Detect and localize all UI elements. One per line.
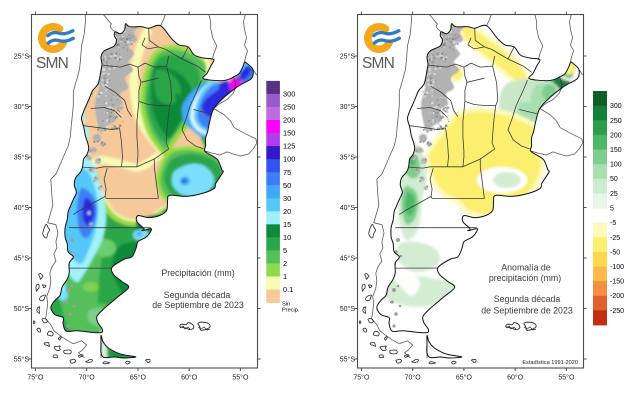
svg-text:Estadística 1991-2020: Estadística 1991-2020: [522, 360, 578, 366]
svg-text:25: 25: [610, 191, 618, 198]
svg-text:-250: -250: [610, 308, 624, 315]
svg-text:20: 20: [283, 207, 291, 216]
svg-text:30°S: 30°S: [14, 103, 30, 111]
svg-text:30°S: 30°S: [340, 103, 356, 111]
svg-text:40°S: 40°S: [14, 204, 30, 212]
svg-text:150: 150: [610, 147, 622, 154]
svg-text:200: 200: [283, 116, 295, 125]
svg-text:-150: -150: [610, 279, 624, 286]
svg-text:40°S: 40°S: [340, 204, 356, 212]
svg-text:65°O: 65°O: [456, 374, 473, 382]
svg-text:25°S: 25°S: [14, 52, 30, 60]
svg-text:-100: -100: [610, 264, 624, 271]
svg-text:0.1: 0.1: [283, 285, 293, 294]
svg-text:-200: -200: [610, 293, 624, 300]
svg-text:Segunda década: Segunda década: [494, 294, 561, 304]
svg-text:55°S: 55°S: [14, 355, 30, 363]
svg-text:5: 5: [610, 206, 614, 213]
svg-text:-25: -25: [610, 235, 620, 242]
svg-text:55°O: 55°O: [558, 374, 575, 382]
svg-text:70°O: 70°O: [405, 374, 422, 382]
svg-text:100: 100: [283, 155, 295, 164]
svg-text:125: 125: [283, 142, 295, 151]
svg-text:Precip.: Precip.: [282, 308, 300, 314]
svg-text:SMN: SMN: [362, 55, 394, 72]
svg-text:-5: -5: [610, 220, 616, 227]
svg-text:50°S: 50°S: [340, 305, 356, 313]
svg-text:50: 50: [283, 181, 291, 190]
svg-text:60°O: 60°O: [181, 374, 198, 382]
svg-text:Anomalía de: Anomalía de: [501, 263, 550, 273]
svg-text:Sin: Sin: [282, 302, 290, 308]
svg-text:250: 250: [283, 103, 295, 112]
svg-text:75°O: 75°O: [27, 374, 44, 382]
svg-text:35°S: 35°S: [340, 153, 356, 161]
svg-text:75°O: 75°O: [353, 374, 370, 382]
svg-text:2: 2: [283, 259, 287, 268]
svg-text:10: 10: [283, 233, 291, 242]
svg-text:precipitación (mm): precipitación (mm): [489, 273, 561, 283]
svg-text:150: 150: [283, 129, 295, 138]
svg-text:250: 250: [610, 118, 622, 125]
svg-text:Segunda década: Segunda década: [164, 290, 231, 300]
svg-text:SMN: SMN: [36, 55, 68, 72]
svg-text:45°S: 45°S: [14, 254, 30, 262]
svg-text:1: 1: [283, 272, 287, 281]
svg-text:55°S: 55°S: [340, 355, 356, 363]
svg-text:de Septiembre de 2023: de Septiembre de 2023: [152, 300, 244, 310]
svg-text:200: 200: [610, 132, 622, 139]
svg-text:60°O: 60°O: [507, 374, 524, 382]
svg-text:65°O: 65°O: [130, 374, 147, 382]
svg-text:70°O: 70°O: [79, 374, 96, 382]
svg-text:15: 15: [283, 220, 291, 229]
svg-text:5: 5: [283, 246, 287, 255]
svg-text:55°O: 55°O: [232, 374, 249, 382]
svg-text:50°S: 50°S: [14, 305, 30, 313]
svg-text:-50: -50: [610, 249, 620, 256]
svg-text:30: 30: [283, 194, 291, 203]
svg-text:50: 50: [610, 176, 618, 183]
svg-text:45°S: 45°S: [340, 254, 356, 262]
svg-text:Precipitación (mm): Precipitación (mm): [161, 268, 234, 278]
svg-text:300: 300: [283, 90, 295, 99]
svg-text:de Septiembre de 2023: de Septiembre de 2023: [481, 306, 573, 316]
svg-text:300: 300: [610, 103, 622, 110]
svg-text:100: 100: [610, 162, 622, 169]
svg-text:25°S: 25°S: [340, 52, 356, 60]
svg-text:35°S: 35°S: [14, 153, 30, 161]
svg-text:75: 75: [283, 168, 291, 177]
